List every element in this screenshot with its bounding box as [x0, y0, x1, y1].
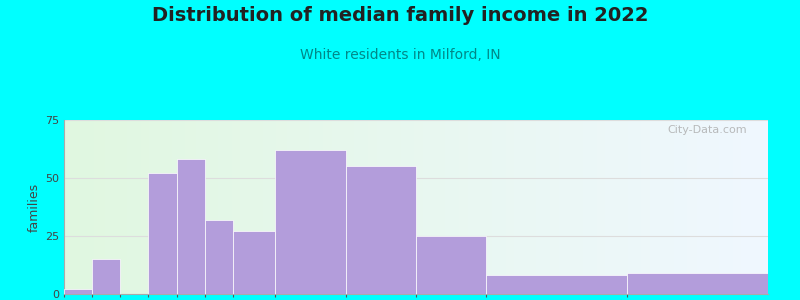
Y-axis label: families: families [28, 182, 41, 232]
Bar [416, 236, 486, 294]
Bar [205, 220, 233, 294]
Bar [346, 167, 416, 294]
Bar [486, 275, 627, 294]
Bar [92, 259, 120, 294]
Text: Distribution of median family income in 2022: Distribution of median family income in … [152, 6, 648, 25]
Bar [233, 231, 275, 294]
Text: City-Data.com: City-Data.com [667, 125, 747, 135]
Bar [64, 290, 92, 294]
Bar [627, 273, 768, 294]
Bar [177, 159, 205, 294]
Bar [275, 150, 346, 294]
Bar [149, 173, 177, 294]
Text: White residents in Milford, IN: White residents in Milford, IN [300, 48, 500, 62]
